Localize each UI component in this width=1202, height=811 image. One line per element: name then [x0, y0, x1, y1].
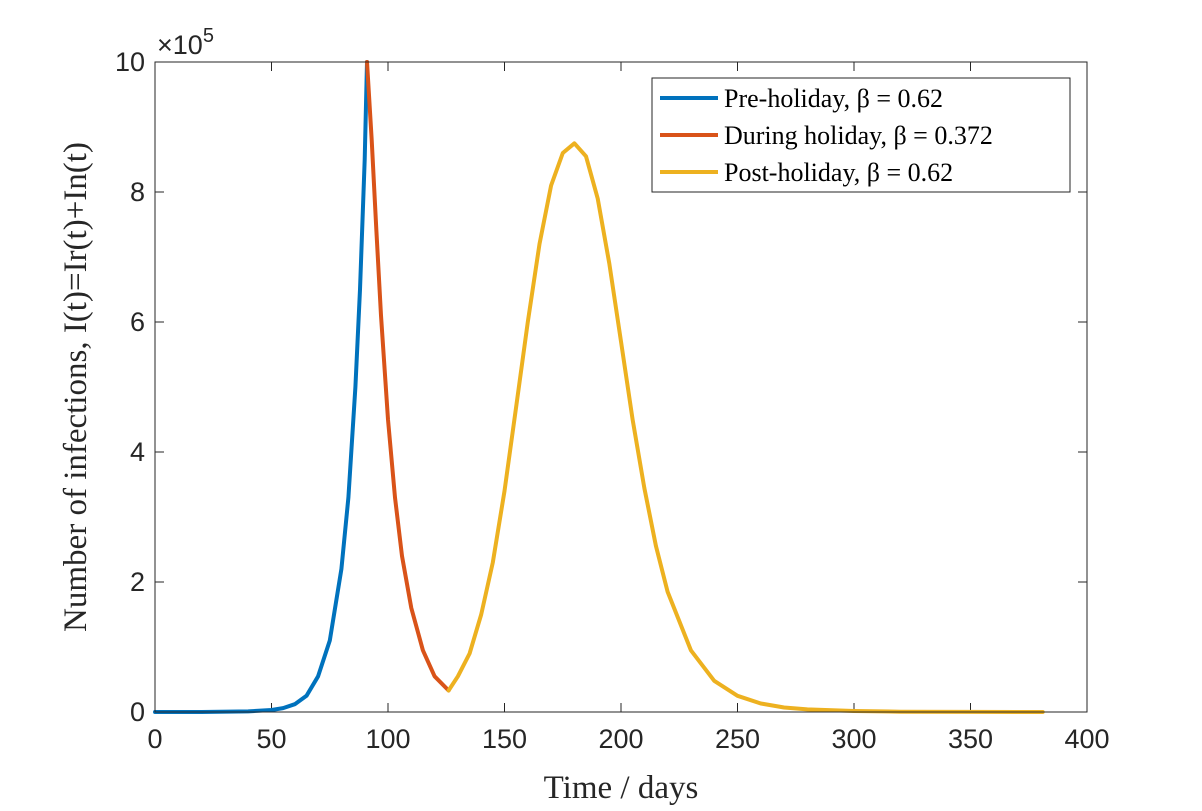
legend-label-1: Pre-holiday, β = 0.62	[724, 84, 943, 113]
x-tick-label: 400	[1064, 724, 1109, 754]
x-tick-label: 250	[715, 724, 760, 754]
legend-label-2: During holiday, β = 0.372	[724, 121, 993, 150]
series-layer	[153, 60, 1045, 714]
x-tick-label: 150	[482, 724, 527, 754]
y-axis-multiplier: ×105	[157, 25, 214, 60]
series-line-1	[153, 60, 369, 714]
x-tick-label: 0	[147, 724, 162, 754]
x-tick-label: 300	[831, 724, 876, 754]
legend: Pre-holiday, β = 0.62 During holiday, β =…	[651, 77, 1071, 193]
x-tick-label: 50	[256, 724, 286, 754]
y-tick-label: 2	[130, 567, 145, 597]
y-tick-label: 4	[130, 437, 145, 467]
x-tick-label: 200	[598, 724, 643, 754]
y-tick-label: 8	[130, 177, 145, 207]
series-line-3	[446, 141, 1045, 714]
y-tick-label: 0	[130, 697, 145, 727]
y-tick-label: 10	[115, 47, 145, 77]
tick-labels: 0 50 100 150 200 250 300 350 400 0 2 4 6 8 10	[115, 47, 1110, 754]
legend-label-3: Post-holiday, β = 0.62	[724, 158, 953, 187]
x-tick-label: 100	[365, 724, 410, 754]
x-tick-label: 350	[948, 724, 993, 754]
plot-frame	[154, 61, 1088, 713]
y-axis-title: Number of infections, I(t)=Ir(t)+In(t)	[58, 142, 94, 632]
y-tick-label: 6	[130, 307, 145, 337]
legend-box	[651, 77, 1071, 193]
x-axis-title: Time / days	[544, 770, 699, 806]
y-axis-multiplier-exponent: 5	[203, 25, 214, 47]
y-axis-multiplier-base: ×10	[157, 30, 203, 60]
series-line-2	[365, 60, 451, 693]
